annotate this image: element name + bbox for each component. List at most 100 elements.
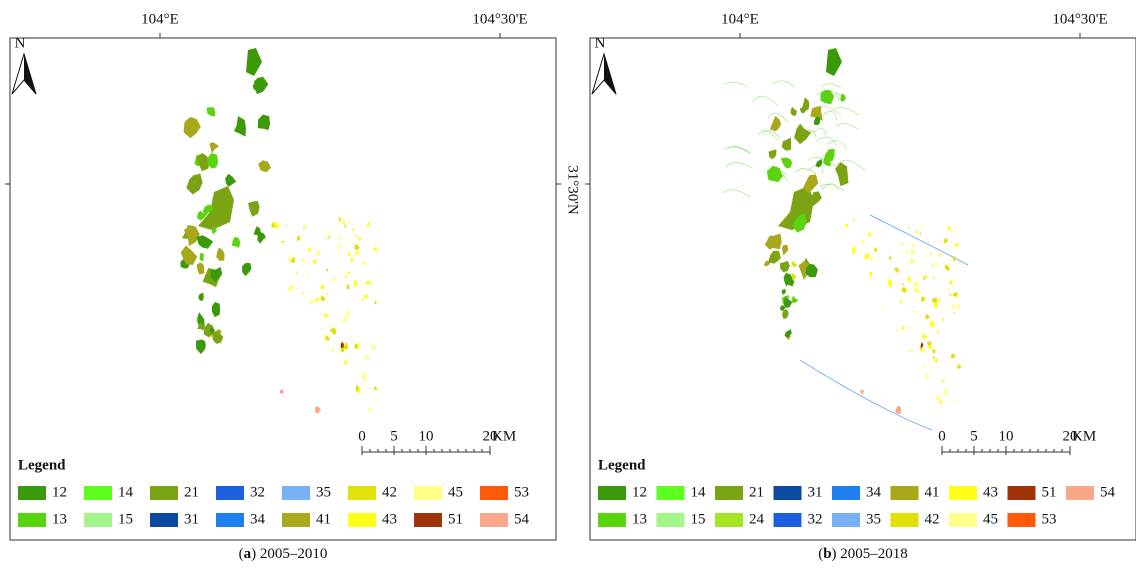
land-patch — [351, 228, 355, 232]
land-patch — [768, 149, 777, 160]
land-patch — [211, 226, 217, 235]
contour-line — [821, 83, 841, 88]
legend-swatch — [150, 513, 178, 527]
scale-label: 5 — [970, 428, 978, 444]
land-patch — [937, 330, 939, 333]
land-patch — [902, 283, 904, 286]
legend-label: 31 — [808, 484, 823, 500]
contour-line — [826, 140, 847, 149]
contour-line — [762, 129, 781, 139]
legend-swatch — [18, 486, 46, 500]
land-patch — [231, 236, 241, 248]
contour-line — [772, 80, 795, 88]
land-patch — [327, 232, 331, 238]
scale-unit: KM — [1072, 428, 1096, 444]
land-patch — [343, 359, 348, 366]
contour-line — [834, 107, 859, 115]
land-patch — [926, 341, 932, 347]
legend-swatch — [216, 513, 244, 527]
map-frame — [9, 37, 557, 541]
legend-swatch — [1007, 486, 1036, 500]
land-patch — [820, 89, 835, 105]
land-patch — [912, 281, 919, 288]
land-patch — [296, 235, 301, 241]
land-patch — [920, 342, 924, 349]
contour-line — [728, 145, 751, 154]
land-patch — [209, 327, 215, 334]
land-patch — [348, 252, 351, 257]
land-patch — [366, 280, 372, 285]
legend-swatch — [832, 486, 860, 500]
land-patch — [901, 242, 904, 246]
land-patch — [358, 236, 362, 242]
river-line — [799, 214, 969, 431]
legend-label: 13 — [52, 511, 67, 527]
legend-label: 54 — [514, 511, 530, 527]
legend-label: 43 — [983, 484, 998, 500]
land-patch — [937, 252, 942, 258]
land-patch — [343, 342, 349, 350]
land-patch — [929, 252, 933, 255]
land-patch — [306, 273, 309, 276]
land-patch — [897, 329, 899, 332]
land-patch — [354, 243, 360, 250]
contour-line — [807, 156, 837, 167]
land-patch — [939, 400, 943, 405]
contour-line — [815, 136, 837, 146]
land-patch — [950, 353, 956, 359]
legend-swatch — [18, 513, 46, 527]
legend-swatch — [282, 486, 310, 500]
legend-label: 21 — [749, 484, 764, 500]
scale-label: 20 — [483, 428, 498, 444]
land-patch — [932, 297, 938, 304]
land-patch — [895, 406, 902, 414]
land-patch — [302, 259, 305, 263]
legend-swatch — [890, 513, 919, 527]
land-patch — [281, 240, 284, 244]
land-patch — [377, 270, 379, 273]
land-patch — [341, 218, 347, 226]
land-patch — [362, 376, 367, 382]
legend-label: 34 — [250, 511, 266, 527]
land-patch — [285, 224, 287, 227]
land-patch — [203, 322, 215, 337]
land-patch — [845, 223, 849, 229]
land-patch — [937, 297, 942, 304]
land-patch — [353, 279, 358, 288]
legend-label: 13 — [632, 511, 647, 527]
land-patch — [183, 225, 200, 246]
land-patch — [257, 114, 270, 131]
legend-label: 12 — [52, 484, 67, 500]
land-patch — [196, 210, 207, 221]
land-patch — [805, 264, 818, 278]
land-patch — [209, 142, 219, 154]
land-patch — [840, 93, 846, 102]
land-patch — [346, 283, 350, 290]
legend-label: 32 — [250, 484, 265, 500]
map-panel: 104°E104°30'E31°30'NN051020KMLegend12142… — [585, 11, 1136, 562]
land-patch — [212, 330, 224, 344]
contour-line — [837, 159, 866, 171]
land-patch — [953, 399, 956, 403]
land-patch — [794, 123, 811, 145]
caption: (b) 2005–2018 — [818, 546, 908, 562]
contour-line — [809, 128, 827, 135]
land-patch — [202, 204, 215, 216]
legend-swatch — [656, 486, 685, 500]
legend-swatch — [890, 486, 919, 500]
land-patch — [302, 225, 306, 229]
land-patch — [907, 276, 911, 282]
legend-title: Legend — [598, 457, 646, 473]
land-patch — [932, 349, 936, 355]
land-patch — [768, 233, 782, 250]
land-patch — [198, 186, 234, 230]
legend-swatch — [150, 486, 178, 500]
land-patch — [930, 263, 935, 268]
land-patch — [344, 224, 347, 228]
land-patch — [246, 48, 262, 76]
land-patch — [782, 309, 789, 320]
land-patch — [254, 76, 269, 95]
land-patch — [826, 48, 842, 76]
land-patch — [180, 245, 198, 265]
